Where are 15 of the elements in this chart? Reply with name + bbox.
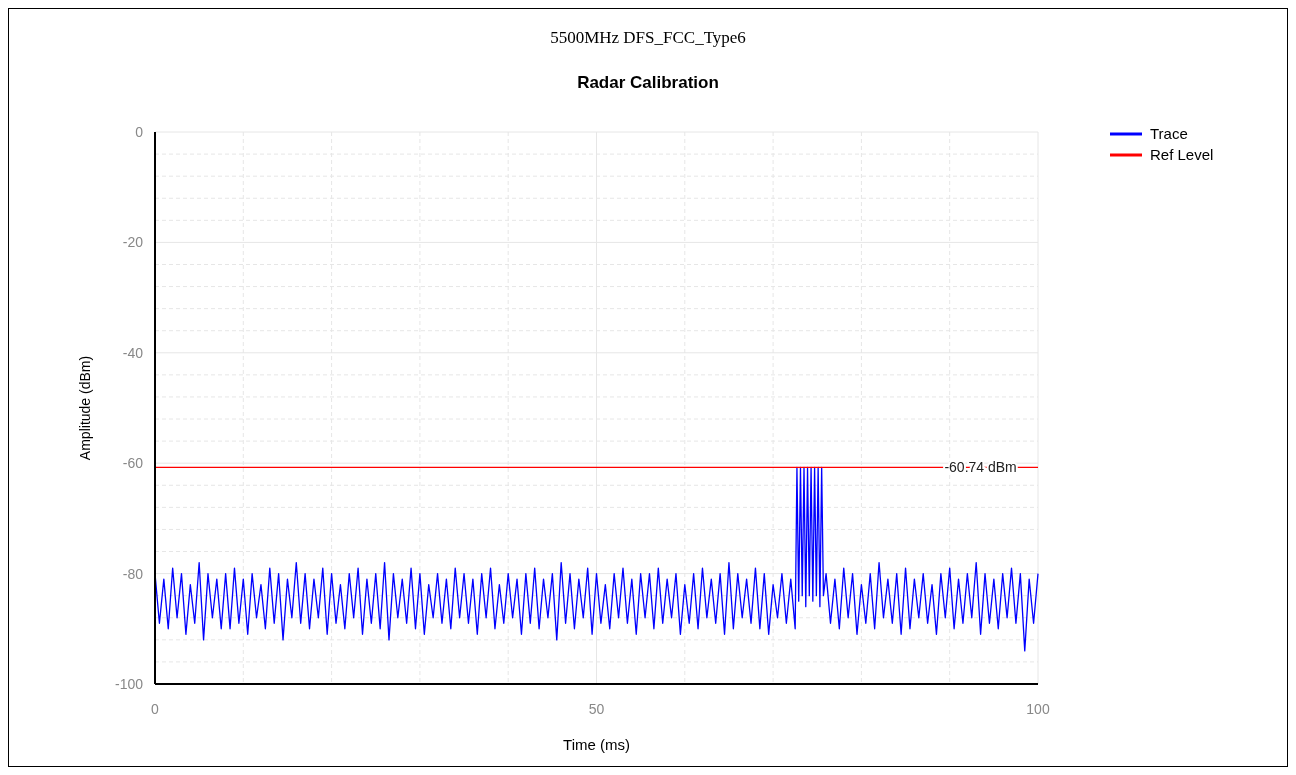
- chart-title: 5500MHz DFS_FCC_Type6: [550, 28, 746, 47]
- y-tick-label: -20: [122, 234, 144, 251]
- y-tick-label: -60: [122, 455, 144, 472]
- y-axis-title: Amplitude (dBm): [77, 355, 93, 461]
- legend-label: Ref Level: [1150, 146, 1214, 163]
- y-tick-label: -80: [122, 565, 144, 582]
- legend-label: Trace: [1150, 125, 1188, 142]
- x-axis-title: Time (ms): [563, 736, 630, 753]
- x-tick-label: 100: [1026, 701, 1050, 717]
- x-tick-label: 0: [151, 701, 160, 717]
- y-tick-label: 0: [135, 124, 144, 140]
- y-tick-label: -40: [122, 344, 144, 361]
- chart-subtitle: Radar Calibration: [577, 73, 719, 92]
- x-tick-label: 50: [588, 701, 605, 717]
- y-tick-label: -100: [114, 676, 144, 692]
